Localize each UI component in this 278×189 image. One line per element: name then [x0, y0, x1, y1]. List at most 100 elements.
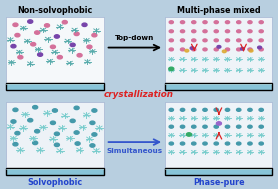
Circle shape — [11, 120, 16, 123]
Circle shape — [18, 56, 23, 59]
Circle shape — [28, 119, 33, 122]
Circle shape — [169, 21, 173, 24]
FancyBboxPatch shape — [6, 17, 104, 90]
Circle shape — [214, 21, 218, 24]
Circle shape — [203, 142, 207, 145]
Circle shape — [259, 39, 263, 42]
Circle shape — [33, 141, 38, 145]
Bar — [6, 169, 104, 170]
Circle shape — [214, 39, 218, 42]
Circle shape — [225, 30, 230, 33]
Circle shape — [248, 39, 252, 42]
Circle shape — [237, 125, 241, 128]
Circle shape — [237, 30, 241, 33]
FancyBboxPatch shape — [165, 83, 272, 90]
Circle shape — [62, 20, 67, 24]
Circle shape — [203, 108, 207, 111]
Circle shape — [70, 43, 75, 46]
Circle shape — [90, 121, 95, 125]
Circle shape — [192, 39, 196, 42]
Circle shape — [180, 48, 185, 51]
Circle shape — [82, 23, 87, 26]
Circle shape — [28, 20, 33, 23]
Circle shape — [169, 30, 173, 33]
Circle shape — [214, 48, 218, 51]
Circle shape — [237, 108, 241, 111]
Bar — [6, 84, 104, 85]
Circle shape — [180, 30, 185, 33]
Circle shape — [237, 21, 241, 24]
Circle shape — [52, 109, 57, 112]
Circle shape — [237, 142, 241, 145]
Circle shape — [38, 53, 43, 56]
Circle shape — [203, 30, 207, 33]
Circle shape — [217, 46, 221, 48]
Circle shape — [203, 125, 207, 128]
Circle shape — [190, 47, 194, 50]
Text: Multi-phase mixed: Multi-phase mixed — [177, 6, 261, 15]
Circle shape — [259, 125, 263, 128]
Circle shape — [203, 21, 207, 24]
Circle shape — [70, 119, 75, 122]
FancyBboxPatch shape — [165, 17, 272, 90]
Circle shape — [169, 142, 173, 145]
Circle shape — [92, 109, 97, 112]
Circle shape — [225, 108, 230, 111]
Circle shape — [214, 30, 218, 33]
Circle shape — [13, 143, 18, 146]
Text: Simultaneous: Simultaneous — [107, 148, 163, 154]
Circle shape — [169, 108, 173, 111]
Circle shape — [216, 122, 221, 125]
Circle shape — [259, 21, 263, 24]
Circle shape — [35, 129, 40, 133]
Circle shape — [180, 21, 185, 24]
Circle shape — [192, 125, 196, 128]
Circle shape — [259, 30, 263, 33]
Circle shape — [248, 108, 252, 111]
Circle shape — [13, 23, 18, 26]
FancyBboxPatch shape — [6, 102, 104, 175]
Circle shape — [240, 47, 244, 50]
Circle shape — [180, 125, 185, 128]
Circle shape — [50, 121, 55, 125]
Circle shape — [77, 53, 82, 57]
Circle shape — [225, 39, 230, 42]
Circle shape — [11, 44, 16, 48]
Circle shape — [35, 31, 40, 34]
Circle shape — [192, 21, 196, 24]
Circle shape — [259, 48, 263, 51]
Circle shape — [192, 108, 196, 111]
Text: Phase-pure: Phase-pure — [193, 178, 245, 187]
FancyBboxPatch shape — [165, 102, 272, 175]
Circle shape — [87, 45, 92, 49]
Circle shape — [258, 46, 262, 49]
Circle shape — [248, 21, 252, 24]
Text: Top-down: Top-down — [115, 35, 155, 41]
Circle shape — [74, 131, 79, 134]
Circle shape — [259, 108, 263, 111]
Circle shape — [214, 142, 219, 145]
Circle shape — [92, 133, 97, 136]
Circle shape — [192, 30, 196, 33]
Circle shape — [180, 39, 185, 42]
Circle shape — [92, 33, 97, 37]
Circle shape — [74, 106, 79, 110]
Circle shape — [187, 133, 192, 136]
Circle shape — [169, 48, 173, 51]
Circle shape — [54, 132, 59, 136]
Circle shape — [90, 144, 95, 147]
Text: Non-solvophobic: Non-solvophobic — [17, 6, 93, 15]
Circle shape — [180, 108, 185, 111]
Circle shape — [225, 21, 230, 24]
Circle shape — [225, 125, 230, 128]
Text: crystallization: crystallization — [104, 90, 174, 98]
Circle shape — [225, 142, 230, 145]
FancyBboxPatch shape — [6, 168, 104, 175]
Circle shape — [74, 32, 79, 36]
Bar — [165, 84, 272, 85]
FancyBboxPatch shape — [165, 168, 272, 175]
Circle shape — [31, 43, 36, 46]
Circle shape — [237, 48, 241, 51]
Circle shape — [214, 125, 219, 128]
Circle shape — [54, 35, 59, 38]
